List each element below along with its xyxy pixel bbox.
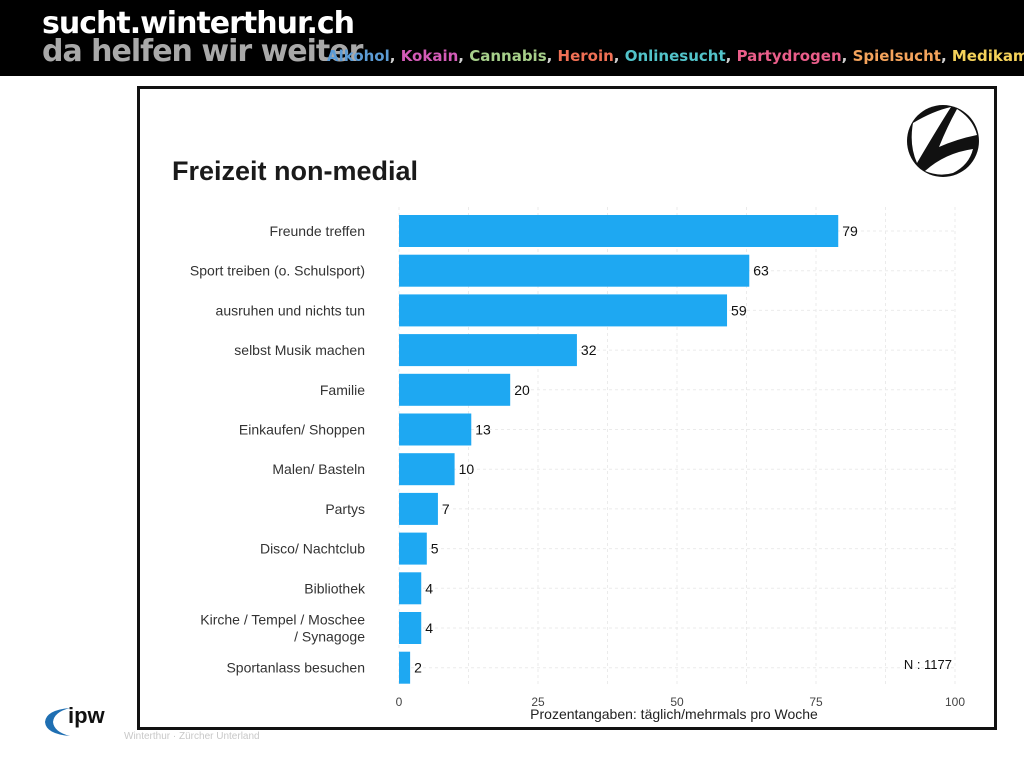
bars-layer [399,215,839,684]
category-label: Sportanlass besuchen [226,660,365,676]
topic-separator: , [841,47,853,65]
site-title[interactable]: sucht.winterthur.ch [42,6,355,41]
bar [399,492,438,525]
category-label: Freunde treffen [270,223,365,239]
slide-frame: Freunde treffen 79 Sport treiben (o. Schul… [137,86,997,730]
topic-separator: , [940,47,952,65]
bar [399,254,750,287]
topic-link-medikamente[interactable]: Medikamente [951,47,1024,65]
x-axis-label: Prozentangaben: täglich/mehrmals pro Woc… [530,706,818,722]
ipw-faded-text: Winterthur · Zürcher Unterland [124,731,260,742]
value-label: 32 [581,342,597,358]
value-label: 79 [842,223,858,239]
value-label: 10 [459,461,475,477]
x-tick-label: 50 [670,695,684,709]
ipw-logo-text: ipw [68,703,105,728]
bar-chart: Freunde treffen 79 Sport treiben (o. Schul… [172,105,979,722]
topic-links: Alkohol, Kokain, Cannabis, Heroin, Onlin… [327,46,1024,66]
sample-size-annotation: N : 1177 [904,657,952,672]
category-label: Einkaufen/ Shoppen [239,422,365,438]
category-label: Kirche / Tempel / Moschee / Synagoge [200,612,365,645]
topic-link-kokain[interactable]: Kokain [400,47,459,65]
category-label: selbst Musik machen [234,342,365,358]
topic-link-heroin[interactable]: Heroin [557,47,614,65]
category-label: Disco/ Nachtclub [260,541,365,557]
value-label: 5 [431,541,439,557]
topic-link-spielsucht[interactable]: Spielsucht [852,47,941,65]
ipw-swoosh-icon [45,708,70,736]
topic-link-cannabis[interactable]: Cannabis [469,47,547,65]
bar [399,413,472,446]
bar [399,294,728,327]
bar [399,532,427,565]
value-label: 63 [753,263,769,279]
value-label: 7 [442,501,450,517]
x-tick-label: 0 [396,695,403,709]
bar [399,572,422,605]
topic-link-onlinesucht[interactable]: Onlinesucht [624,47,726,65]
topic-separator: , [389,47,401,65]
topic-link-alkohol[interactable]: Alkohol [327,47,390,65]
value-label: 2 [414,660,422,676]
x-tick-label: 25 [531,695,545,709]
value-label: 4 [425,620,433,636]
beach-ball-icon [907,105,979,177]
chart-title: Freizeit non-medial [172,156,418,186]
labels-layer: Freunde treffen 79 Sport treiben (o. Schul… [190,223,965,709]
bar [399,373,511,406]
category-label: Bibliothek [304,580,366,596]
category-label: Partys [325,501,365,517]
bar [399,453,455,486]
bar [399,612,422,644]
bar [399,651,411,684]
site-header: sucht.winterthur.ch da helfen wir weiter… [0,0,1024,76]
x-tick-label: 100 [945,695,965,709]
site-tagline: da helfen wir weiter [42,34,363,69]
topic-separator: , [458,47,470,65]
topic-separator: , [546,47,558,65]
x-tick-label: 75 [809,695,823,709]
category-label: Malen/ Basteln [272,461,365,477]
bar [399,215,839,247]
category-label: Familie [320,382,365,398]
topic-separator: , [613,47,625,65]
value-label: 59 [731,302,747,318]
topic-link-partydrogen[interactable]: Partydrogen [736,47,842,65]
category-label: Sport treiben (o. Schulsport) [190,263,365,279]
value-label: 4 [425,580,433,596]
value-label: 13 [475,422,491,438]
topic-separator: , [725,47,737,65]
ipw-logo: ipw [42,704,114,740]
value-label: 20 [514,382,530,398]
bar [399,334,577,367]
category-label: ausruhen und nichts tun [216,302,365,318]
